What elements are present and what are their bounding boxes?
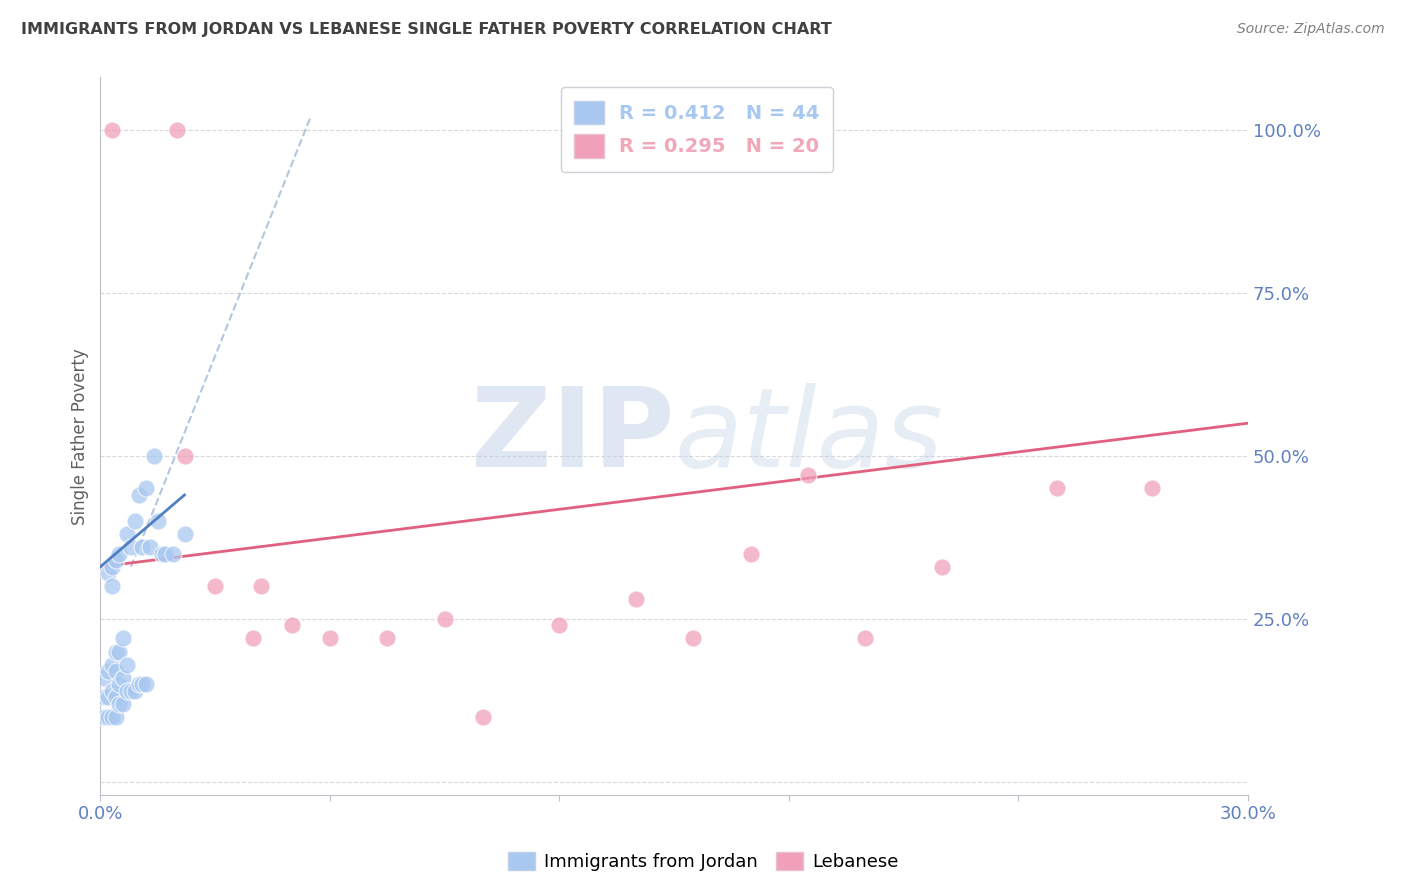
Point [131, 677, 153, 691]
Point [250, 579, 273, 593]
Point [166, 122, 188, 136]
Point [471, 710, 494, 724]
Point [131, 540, 153, 554]
Point [128, 677, 150, 691]
Y-axis label: Single Father Poverty: Single Father Poverty [72, 348, 89, 524]
Point [101, 657, 124, 672]
Point [97, 566, 120, 581]
Point [155, 547, 177, 561]
Point [101, 122, 124, 136]
Point [124, 514, 146, 528]
Point [797, 468, 820, 483]
Point [146, 514, 169, 528]
Point [112, 632, 135, 646]
Point [97, 690, 120, 705]
Point [115, 657, 138, 672]
Point [104, 690, 127, 705]
Point [93, 710, 115, 724]
Point [108, 644, 131, 658]
Point [280, 618, 302, 632]
Point [104, 710, 127, 724]
Point [173, 449, 195, 463]
Text: IMMIGRANTS FROM JORDAN VS LEBANESE SINGLE FATHER POVERTY CORRELATION CHART: IMMIGRANTS FROM JORDAN VS LEBANESE SINGL… [21, 22, 832, 37]
Text: Source: ZipAtlas.com: Source: ZipAtlas.com [1237, 22, 1385, 37]
Point [101, 710, 124, 724]
Point [740, 547, 762, 561]
Point [548, 618, 571, 632]
Point [139, 540, 162, 554]
Point [115, 527, 138, 541]
Point [93, 690, 115, 705]
Point [93, 671, 115, 685]
Point [104, 664, 127, 678]
Point [101, 579, 124, 593]
Point [112, 671, 135, 685]
Point [375, 632, 398, 646]
Point [173, 527, 195, 541]
Point [108, 677, 131, 691]
Point [931, 559, 953, 574]
Point [682, 632, 704, 646]
Text: ZIP: ZIP [471, 383, 673, 490]
Point [135, 482, 157, 496]
Point [101, 683, 124, 698]
Point [150, 547, 173, 561]
Point [115, 683, 138, 698]
Point [1140, 482, 1163, 496]
Point [162, 547, 184, 561]
Point [101, 559, 124, 574]
Point [319, 632, 342, 646]
Point [108, 547, 131, 561]
Point [104, 644, 127, 658]
Point [112, 697, 135, 711]
Point [120, 683, 142, 698]
Point [853, 632, 876, 646]
Point [97, 664, 120, 678]
Point [433, 612, 456, 626]
Point [104, 553, 127, 567]
Point [624, 592, 647, 607]
Point [97, 710, 120, 724]
Point [108, 697, 131, 711]
Point [142, 449, 165, 463]
Point [204, 579, 226, 593]
Point [124, 683, 146, 698]
Point [128, 488, 150, 502]
Point [1045, 482, 1067, 496]
Legend: R = 0.412   N = 44, R = 0.295   N = 20: R = 0.412 N = 44, R = 0.295 N = 20 [561, 87, 834, 171]
Point [135, 677, 157, 691]
Text: atlas: atlas [673, 383, 942, 490]
Legend: Immigrants from Jordan, Lebanese: Immigrants from Jordan, Lebanese [501, 845, 905, 879]
Point [242, 632, 264, 646]
Point [120, 540, 142, 554]
